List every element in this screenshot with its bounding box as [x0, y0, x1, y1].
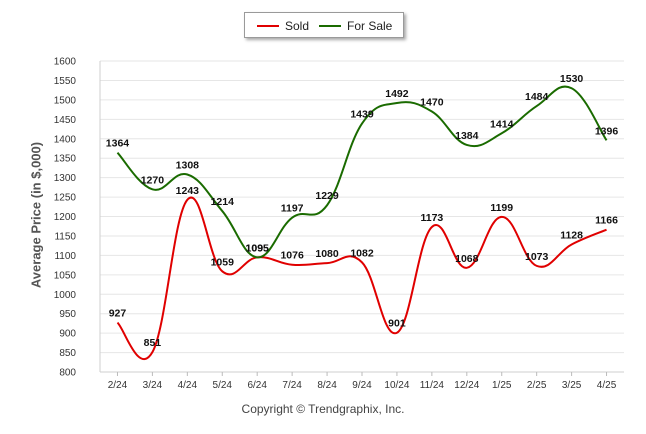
legend-for-sale-swatch [319, 25, 341, 27]
y-tick-label: 850 [59, 348, 76, 359]
y-tick-label: 900 [59, 329, 76, 340]
y-tick-label: 950 [59, 309, 76, 320]
data-label-sold: 1068 [455, 253, 479, 265]
data-label-sold: 1095 [246, 242, 270, 254]
data-label-sold: 927 [109, 308, 127, 320]
x-tick-label: 2/24 [108, 380, 128, 391]
legend-sold-label: Sold [285, 19, 310, 33]
data-label-sold: 1128 [560, 229, 583, 241]
grid-lines [99, 60, 624, 373]
data-label-sold: 901 [388, 318, 406, 330]
data-label-for-sale: 1396 [595, 125, 619, 137]
y-tick-label: 800 [59, 368, 76, 379]
data-label-for-sale: 1214 [211, 196, 235, 208]
data-label-for-sale: 1470 [420, 97, 444, 109]
data-label-sold: 1073 [525, 251, 549, 263]
y-tick-label: 1500 [54, 95, 77, 106]
data-label-for-sale: 1229 [315, 190, 339, 202]
x-tick-label: 10/24 [384, 380, 409, 391]
legend-for-sale-label: For Sale [347, 19, 393, 33]
series-line-for-sale [116, 85, 608, 259]
data-label-for-sale: 1384 [455, 130, 479, 142]
x-tick-label: 7/24 [282, 380, 302, 391]
y-tick-label: 1350 [54, 154, 77, 165]
y-tick-label: 1300 [54, 173, 77, 184]
data-label-for-sale: 1095 [246, 242, 270, 254]
data-label-sold: 1076 [280, 250, 304, 262]
x-tick-label: 12/24 [454, 380, 479, 391]
data-label-sold: 1173 [420, 212, 443, 224]
data-label-sold: 851 [144, 337, 162, 349]
data-label-for-sale: 1439 [350, 109, 374, 121]
data-label-for-sale: 1308 [176, 160, 200, 172]
y-tick-label: 1550 [54, 76, 77, 87]
data-label-sold: 1059 [211, 256, 235, 268]
y-tick-label: 1000 [54, 290, 77, 301]
y-tick-label: 1100 [54, 251, 76, 262]
data-label-for-sale: 1270 [141, 174, 165, 186]
series-line-sold [116, 196, 607, 361]
x-tick-label: 3/24 [143, 380, 163, 391]
data-label-sold: 1243 [176, 185, 200, 197]
data-label-for-sale: 1484 [525, 91, 549, 103]
x-tick-label: 4/24 [178, 380, 198, 391]
data-label-for-sale: 1197 [281, 203, 304, 215]
x-tick-label: 3/25 [562, 380, 582, 391]
x-tick-label: 9/24 [352, 380, 372, 391]
legend-sold-swatch [257, 25, 279, 27]
legend[interactable]: Sold For Sale [244, 12, 404, 38]
data-labels: 927 851 1243 1059 1095 1076 1080 1082 901 1173 106… [106, 73, 619, 349]
x-tick-label: 2/25 [527, 380, 547, 391]
copyright-footer: Copyright © Trendgraphix, Inc. [241, 402, 405, 416]
data-label-for-sale: 1364 [106, 138, 130, 150]
x-tick-label: 4/25 [597, 380, 617, 391]
y-tick-label: 1600 [54, 57, 77, 68]
y-tick-label: 1150 [54, 231, 76, 242]
y-tick-label: 1450 [54, 115, 77, 126]
x-tick-label: 5/24 [213, 380, 233, 391]
data-label-for-sale: 1530 [560, 73, 584, 85]
data-label-sold: 1199 [490, 202, 513, 214]
x-tick-label: 1/25 [492, 380, 512, 391]
data-label-for-sale: 1492 [385, 88, 409, 100]
x-tick-label: 6/24 [247, 380, 267, 391]
data-label-sold: 1082 [350, 247, 374, 259]
y-axis-ticks: 800 850 900 950 1000 1050 1100 1150 1200 1250 1300… [54, 57, 77, 379]
data-label-sold: 1080 [315, 248, 339, 260]
y-tick-label: 1250 [54, 193, 77, 204]
y-tick-label: 1200 [54, 212, 77, 223]
data-label-sold: 1166 [595, 215, 618, 227]
y-tick-label: 1400 [54, 134, 77, 145]
data-label-for-sale: 1414 [490, 118, 514, 130]
y-axis-label: Average Price (in $,000) [28, 141, 44, 289]
x-tick-label: 11/24 [420, 380, 445, 391]
x-tick-label: 8/24 [317, 380, 337, 391]
series-lines [116, 85, 608, 361]
x-axis-ticks: 2/24 3/24 4/24 5/24 6/24 7/24 8/24 9/24 10/24 11/… [108, 372, 617, 391]
y-tick-label: 1050 [54, 270, 77, 281]
